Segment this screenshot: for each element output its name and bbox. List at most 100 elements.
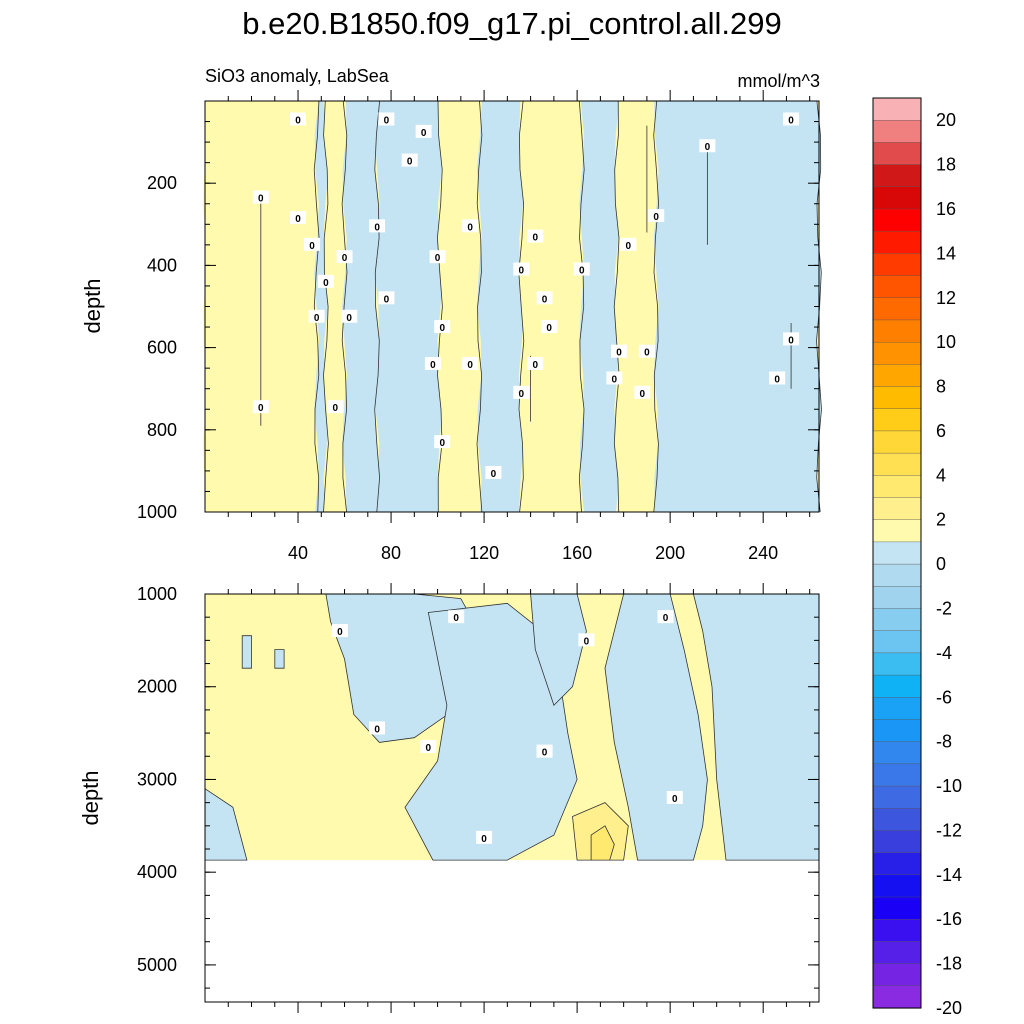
colorbar-swatch <box>872 319 922 343</box>
svg-text:0: 0 <box>546 323 552 334</box>
svg-text:0: 0 <box>626 241 632 252</box>
y-tick-label: 1000 <box>137 584 177 604</box>
colorbar-swatch <box>872 497 922 521</box>
contour-label: 0 <box>341 309 358 324</box>
contour-label: 0 <box>429 250 446 264</box>
colorbar-label: -16 <box>936 909 962 929</box>
colorbar-label: 4 <box>936 465 946 485</box>
upper-band <box>437 101 482 512</box>
contour-line <box>476 100 483 513</box>
colorbar-label: 0 <box>936 554 946 574</box>
colorbar-swatch <box>872 719 922 743</box>
y-tick-label: 800 <box>147 420 177 440</box>
svg-text:0: 0 <box>519 389 525 400</box>
svg-text:0: 0 <box>532 233 538 244</box>
contour-label: 0 <box>462 219 479 233</box>
contour-label: 0 <box>610 344 627 359</box>
contour-label: 0 <box>699 139 716 153</box>
svg-text:0: 0 <box>374 222 380 233</box>
contour-label: 0 <box>462 357 479 371</box>
upper-band <box>653 101 822 512</box>
colorbar-label: -8 <box>936 732 952 752</box>
svg-text:0: 0 <box>653 212 659 223</box>
contour-label: 0 <box>415 124 432 139</box>
colorbar-label: -20 <box>936 998 962 1018</box>
contour-label: 0 <box>769 371 786 385</box>
svg-text:0: 0 <box>519 266 525 277</box>
svg-text:0: 0 <box>584 636 590 647</box>
colorbar-swatch <box>872 919 922 943</box>
colorbar-swatch <box>872 963 922 987</box>
upper-band <box>614 101 659 512</box>
upper-band <box>476 101 524 512</box>
upper-band <box>342 101 380 512</box>
contour-label: 0 <box>485 465 502 480</box>
colorbar-swatch <box>872 519 922 543</box>
svg-text:0: 0 <box>337 627 343 638</box>
svg-text:0: 0 <box>309 241 315 252</box>
svg-text:0: 0 <box>639 389 645 400</box>
contour-label: 0 <box>513 385 530 400</box>
colorbar-label: 18 <box>936 155 956 175</box>
colorbar-swatch <box>872 475 922 499</box>
y-tick-label: 4000 <box>137 862 177 882</box>
svg-text:0: 0 <box>407 157 413 168</box>
contour-label: 0 <box>303 237 320 252</box>
contour-label: 0 <box>648 209 665 223</box>
svg-text:0: 0 <box>314 313 320 324</box>
contour-line <box>518 100 525 513</box>
svg-text:0: 0 <box>384 115 390 126</box>
colorbar-swatch <box>872 763 922 787</box>
svg-text:0: 0 <box>467 360 473 371</box>
contour-label: 0 <box>541 320 558 334</box>
y-tick-label: 400 <box>147 255 177 275</box>
lower-negative-region <box>241 635 252 669</box>
colorbar-swatch <box>872 586 922 610</box>
x-tick-label: 160 <box>562 543 592 563</box>
lower-negative-region <box>274 649 285 669</box>
x-tick-label: 240 <box>748 543 778 563</box>
colorbar-label: -6 <box>936 687 952 707</box>
x-tick-label: 200 <box>655 543 685 563</box>
upper-band <box>579 101 620 512</box>
svg-text:0: 0 <box>295 115 301 126</box>
colorbar-swatch <box>872 230 922 254</box>
contour-label: 0 <box>331 624 348 638</box>
y-tick-label: 200 <box>147 173 177 193</box>
svg-text:0: 0 <box>491 469 497 480</box>
colorbar-swatch <box>872 186 922 210</box>
colorbar-swatch <box>872 563 922 587</box>
colorbar-swatch <box>872 630 922 654</box>
colorbar-label: -12 <box>936 820 962 840</box>
svg-text:0: 0 <box>425 743 431 754</box>
svg-text:0: 0 <box>774 374 780 385</box>
colorbar-swatch <box>872 208 922 232</box>
contour-label: 0 <box>378 112 395 126</box>
y-tick-label: 600 <box>147 338 177 358</box>
x-tick-label: 40 <box>288 543 308 563</box>
x-tick-label: 80 <box>381 543 401 563</box>
contour-line <box>323 100 329 513</box>
colorbar-swatch <box>872 452 922 476</box>
chart-title: b.e20.B1850.f09_g17.pi_control.all.299 <box>242 6 782 41</box>
contour-line <box>313 100 320 513</box>
contour-label: 0 <box>290 211 307 225</box>
contour-label: 0 <box>606 371 623 385</box>
colorbar-label: 20 <box>936 110 956 130</box>
subtitle-right: mmol/m^3 <box>738 71 820 91</box>
svg-text:0: 0 <box>332 403 338 414</box>
contour-label: 0 <box>317 274 334 289</box>
svg-text:0: 0 <box>342 253 348 264</box>
contour-label: 0 <box>420 740 437 754</box>
contour-label: 0 <box>424 357 441 371</box>
svg-text:0: 0 <box>421 128 427 139</box>
colorbar-swatch <box>872 164 922 188</box>
colorbar-swatch <box>872 652 922 676</box>
contour-label: 0 <box>783 112 800 126</box>
y-tick-label: 1000 <box>137 502 177 522</box>
svg-text:0: 0 <box>612 374 618 385</box>
upper-band <box>374 101 443 512</box>
contour-label: 0 <box>573 262 590 277</box>
colorbar-swatch <box>872 386 922 410</box>
y-tick-label: 2000 <box>137 677 177 697</box>
